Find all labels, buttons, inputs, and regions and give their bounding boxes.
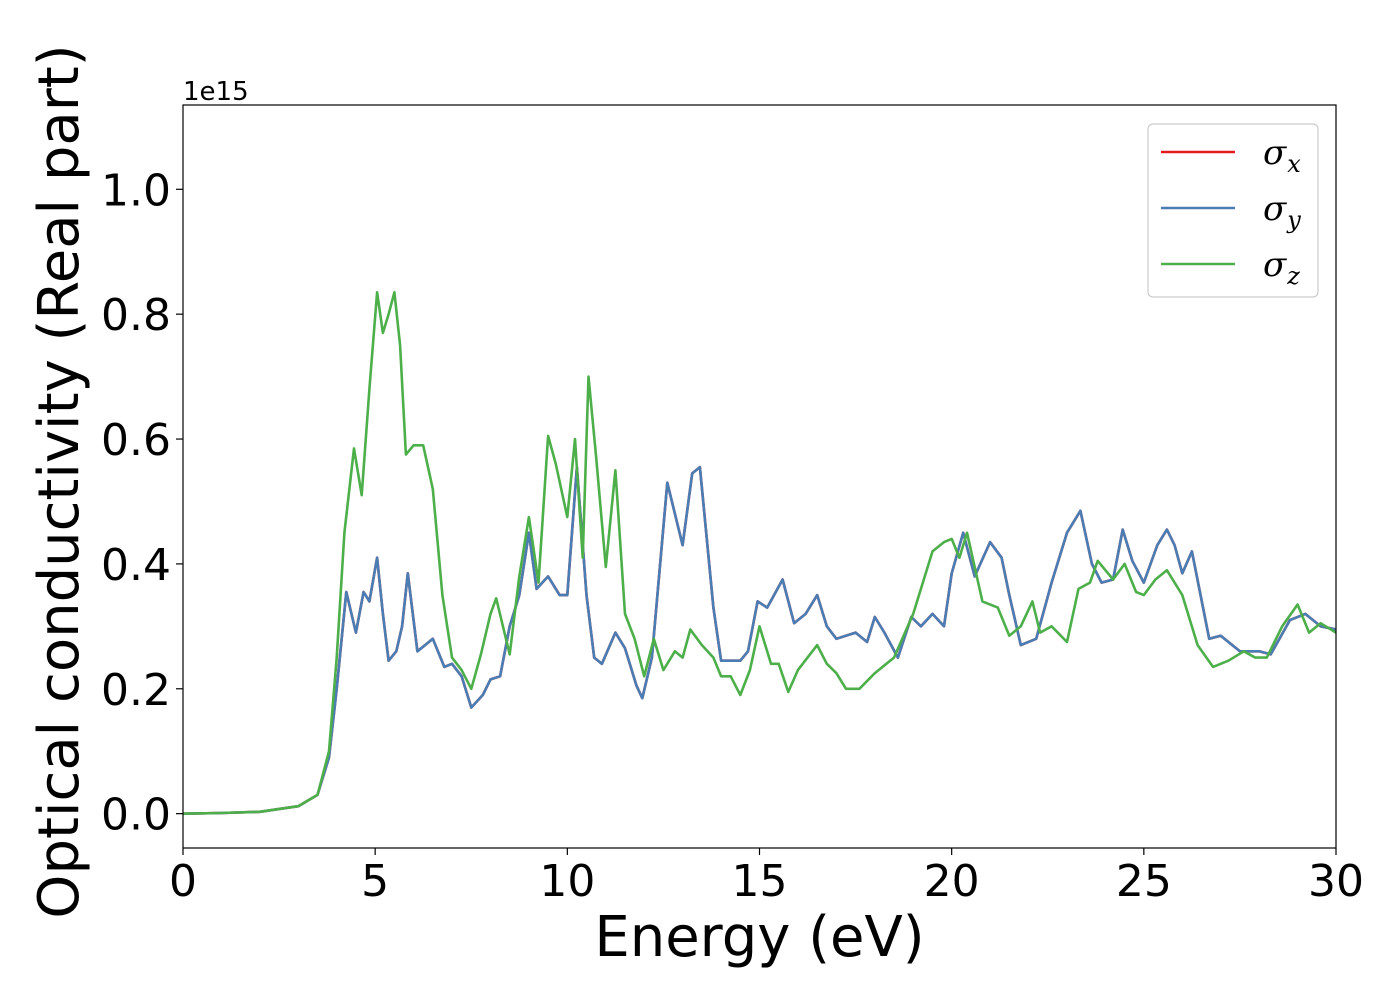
y-tick-label: 0.4	[101, 540, 171, 591]
legend-frame	[1147, 123, 1319, 298]
series-layer	[183, 291, 1336, 815]
legend-label-z: σz	[1263, 245, 1300, 290]
x-tick-label: 5	[361, 856, 389, 907]
x-tick-label: 25	[1116, 856, 1172, 907]
x-tick-label: 10	[539, 856, 595, 907]
x-tick-label: 30	[1308, 856, 1364, 907]
y-tick-label: 0.6	[101, 415, 171, 466]
y-axis-offset-label: 1e15	[183, 77, 249, 107]
x-tick-label: 20	[924, 856, 980, 907]
series-line-y	[183, 465, 1336, 815]
series-line-x	[183, 465, 1336, 815]
x-axis-title: Energy (eV)	[594, 905, 924, 970]
y-tick-label: 0.0	[101, 790, 171, 841]
x-tick-label: 15	[732, 856, 788, 907]
series-line-z	[183, 291, 1336, 815]
y-axis-title: Optical conductivity (Real part)	[27, 44, 92, 918]
axis-ticks: 0 5 10 15 20 25 30 0.0 0.2 0.4 0.6 0.8 1.0	[101, 165, 1364, 907]
y-tick-label: 1.0	[101, 165, 171, 216]
y-tick-label: 0.8	[101, 290, 171, 341]
y-tick-label: 0.2	[101, 665, 171, 716]
x-tick-label: 0	[169, 856, 197, 907]
